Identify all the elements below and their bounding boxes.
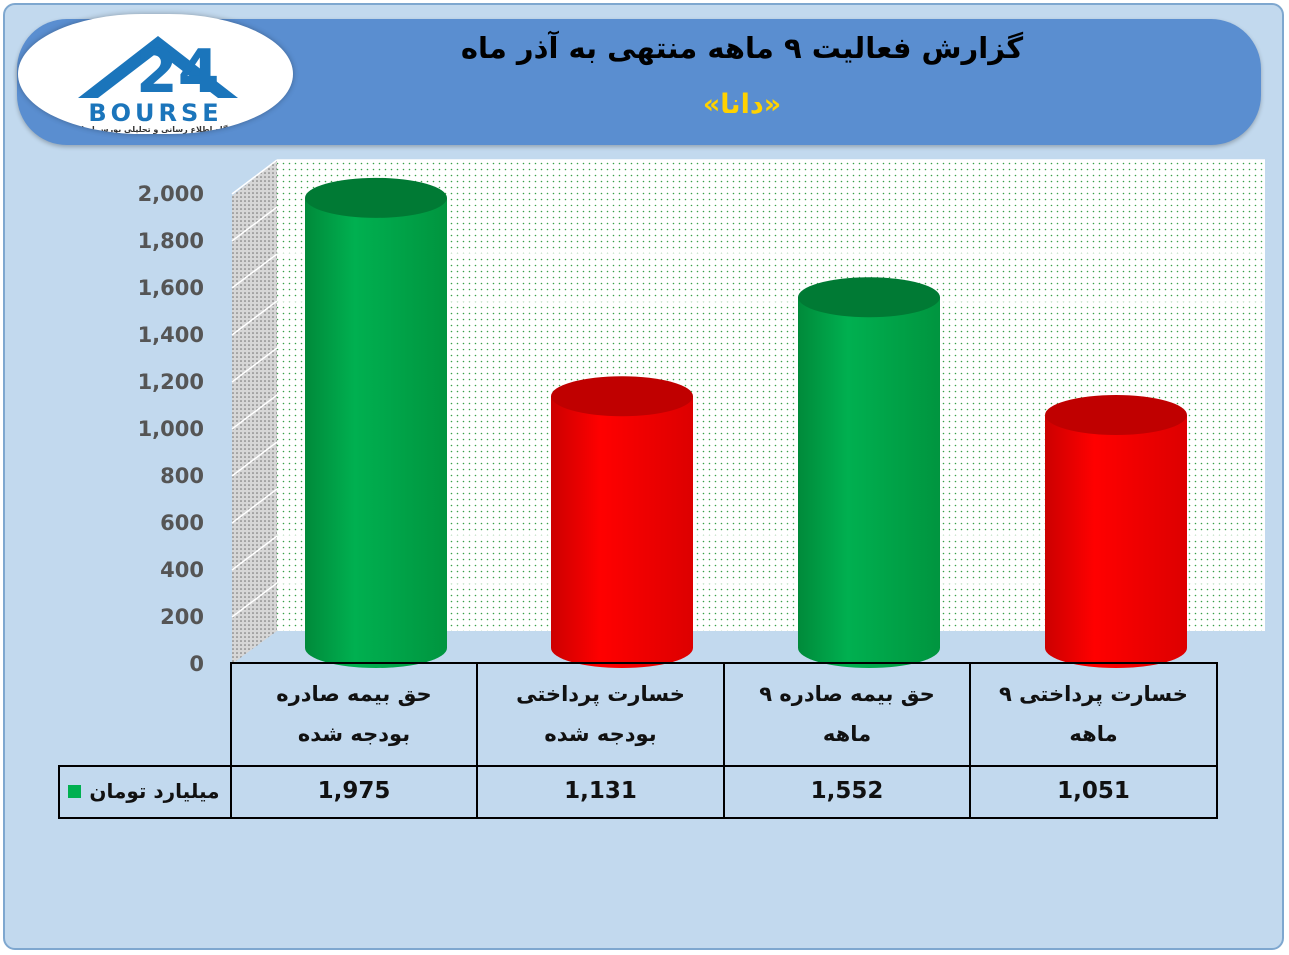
legend-label: میلیارد تومان [89,779,220,803]
gridline-side [231,300,278,336]
legend-entry: میلیارد تومان [58,765,230,817]
bourse24-logo: 24 BOURSE پایگاه اطلاع رسانی و تحلیلی بو… [18,14,293,134]
bar [1045,395,1187,668]
bars [305,177,1187,668]
gridline-side [231,159,278,195]
y-tick-label: 1,200 [138,370,204,394]
data-value: 1,051 [1057,778,1130,804]
y-tick-label: 1,600 [138,276,204,300]
bar [551,376,693,668]
bar-top [305,177,447,218]
gridline-side [231,394,278,430]
y-tick-label: 2,000 [138,182,204,206]
y-tick-label: 600 [160,511,204,535]
y-tick-label: 400 [160,558,204,582]
svg-text:24: 24 [136,37,220,104]
gridline-side [231,488,278,524]
y-tick-label: 1,800 [138,229,204,253]
data-value: 1,975 [317,778,391,804]
gridline-side [231,441,278,477]
logo-tagline: پایگاه اطلاع رسانی و تحلیلی بورس ایران [74,125,237,134]
logo-wordmark: BOURSE [88,99,223,127]
y-axis-ticks: 0 200 400 600 800 1,000 1,200 1,400 1,600 1,800 2,… [138,182,204,676]
category-label: خسارت پرداختی ۹ ماهه [999,681,1188,746]
gridline-side [231,582,278,618]
bar-body [1045,415,1187,668]
bar-body [798,297,940,668]
data-table: حق بیمه صادره بودجه شده خسارت پرداختی بو… [58,662,1218,820]
logo-mark-icon: 24 [78,36,238,104]
y-tick-label: 0 [189,652,204,676]
y-tick-label: 800 [160,464,204,488]
bar-top [798,277,940,318]
bar-body [305,197,447,668]
chart-title: گزارش فعالیت ۹ ماهه منتهی به آذر ماه [460,31,1024,65]
gridline-side [231,206,278,242]
gridline-side [231,535,278,571]
y-tick-label: 1,000 [138,417,204,441]
data-value: 1,131 [564,778,637,804]
y-tick-label: 200 [160,605,204,629]
bar [798,277,940,668]
bar [305,177,447,668]
bar-top [1045,395,1187,436]
gridline-side [231,253,278,289]
y-tick-label: 1,400 [138,323,204,347]
category-label: خسارت پرداختی بودجه شده [516,681,685,746]
data-value: 1,552 [810,778,884,804]
legend-swatch [68,784,82,798]
bar-body [551,396,693,668]
category-label: حق بیمه صادره بودجه شده [276,681,432,746]
bar-top [551,376,693,417]
chart-subtitle: «دانا» [702,89,782,120]
category-label: حق بیمه صادره ۹ ماهه [759,681,935,746]
gridline-side [231,347,278,383]
